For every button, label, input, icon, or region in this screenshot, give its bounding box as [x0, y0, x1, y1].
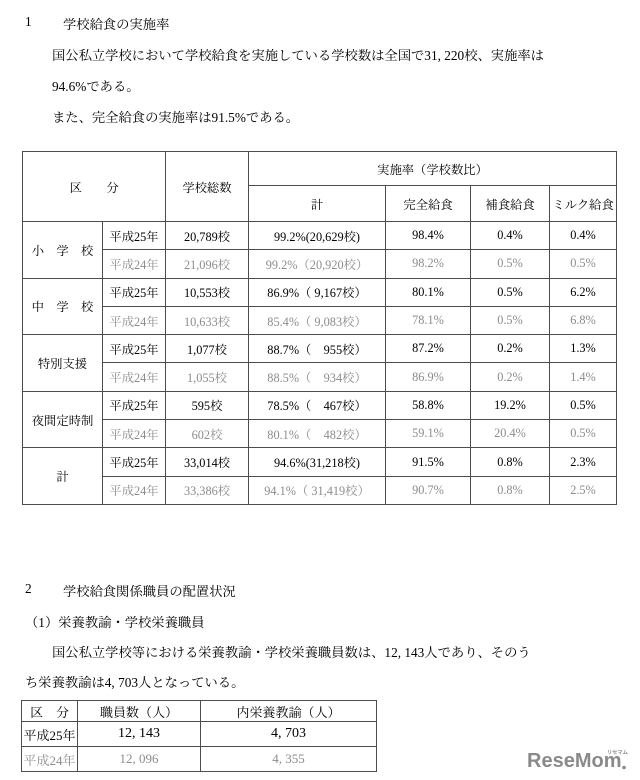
svg-text:リセマム: リセマム	[607, 749, 628, 756]
